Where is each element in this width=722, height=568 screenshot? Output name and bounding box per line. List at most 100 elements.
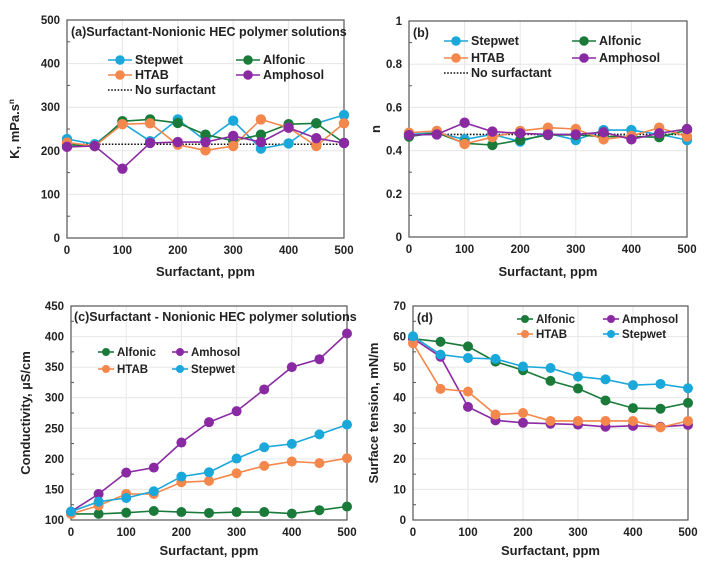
- y-tick-label: 40: [393, 393, 406, 405]
- panel-title: (a)Surfactant-Nonionic HEC polymer solut…: [71, 25, 347, 39]
- legend-swatch-marker: [176, 348, 184, 356]
- legend-swatch-marker: [521, 330, 529, 338]
- data-point-htab: [408, 338, 418, 349]
- data-point-amhosol: [314, 354, 325, 365]
- data-point-htab: [545, 415, 556, 426]
- data-point-stepwet: [490, 353, 501, 364]
- series-alfonic: [408, 333, 693, 414]
- panel-c-conductivity: 0 100 200 300 400 500 100 150 200 250 300 350 400 450…: [18, 301, 357, 558]
- legend-label: HTAB: [536, 329, 567, 341]
- data-point-amphosol: [542, 129, 554, 140]
- legend-label: Amphosol: [599, 51, 660, 65]
- legend-item-alfonic: Alfonic: [572, 34, 641, 48]
- data-point-amphosol: [463, 401, 473, 412]
- data-point-amphosol: [61, 141, 73, 153]
- data-point-amhosol: [259, 384, 270, 395]
- data-point-amhosol: [121, 467, 132, 478]
- legend-label: HTAB: [135, 68, 169, 82]
- legend-label: No surfactant: [135, 83, 216, 97]
- data-point-amhosol: [93, 488, 104, 499]
- data-point-alfonic: [628, 403, 638, 414]
- x-tick-label: 200: [511, 244, 530, 256]
- legend: Stepwet Alfonic HTAB Amphosol No surfactant: [108, 53, 324, 97]
- legend-label: Stepwet: [135, 53, 184, 67]
- data-point-amphosol: [200, 136, 211, 148]
- panel-title: (d): [417, 311, 433, 325]
- legend-item-alfonic: Alfonic: [98, 347, 157, 359]
- data-point-stepwet: [231, 453, 242, 464]
- legend-label: Amhosol: [191, 347, 240, 359]
- data-point-htab: [286, 456, 297, 467]
- data-point-stepwet: [93, 496, 104, 507]
- y-tick-label: 30: [393, 423, 406, 435]
- legend-swatch-marker: [102, 365, 110, 373]
- data-point-htab: [600, 415, 611, 426]
- data-point-stepwet: [545, 363, 556, 374]
- data-point-amphosol: [283, 122, 294, 133]
- y-tick-label: 0: [54, 233, 60, 245]
- data-point-stepwet: [435, 349, 446, 360]
- series-amphosol: [61, 122, 350, 174]
- data-point-amhosol: [286, 362, 297, 373]
- legend-item-htab: HTAB: [444, 51, 505, 65]
- data-point-htab: [144, 118, 156, 129]
- data-point-htab: [463, 386, 473, 397]
- data-point-amphosol: [255, 136, 267, 148]
- series-amphosol: [403, 117, 693, 145]
- legend-item-stepwet: Stepwet: [444, 34, 520, 48]
- x-tick-label: 100: [113, 245, 132, 257]
- data-point-stepwet: [683, 383, 693, 394]
- legend-label: Amphosol: [622, 314, 678, 326]
- panel-d-surface-tension: 0 100 200 300 400 500 0 10 20 30 40 50 60 70 Surfactan…: [366, 301, 698, 558]
- data-point-amphosol: [311, 132, 322, 144]
- data-point-stepwet: [408, 331, 418, 342]
- x-tick-label: 400: [282, 527, 301, 539]
- data-point-amphosol: [459, 117, 470, 128]
- data-point-stepwet: [148, 486, 159, 497]
- x-tick-label: 200: [172, 527, 191, 539]
- data-point-amphosol: [228, 130, 239, 142]
- data-point-alfonic: [121, 507, 132, 518]
- legend-swatch-marker: [451, 53, 461, 63]
- legend-label: Alfonic: [117, 347, 157, 359]
- legend-swatch-marker: [176, 365, 184, 373]
- data-point-alfonic: [286, 508, 297, 519]
- panel-title: (b): [413, 26, 429, 40]
- legend-swatch-marker: [607, 330, 615, 338]
- data-point-stepwet: [628, 380, 638, 391]
- data-point-amphosol: [598, 127, 609, 138]
- legend-label: HTAB: [471, 51, 505, 65]
- legend-item-amphosol: Amphosol: [236, 68, 324, 82]
- legend-label: HTAB: [117, 364, 148, 376]
- x-tick-label: 300: [566, 244, 585, 256]
- x-tick-label: 500: [678, 527, 697, 539]
- y-tick-label: 20: [393, 454, 406, 466]
- data-point-alfonic: [683, 397, 693, 408]
- data-point-htab: [518, 408, 528, 418]
- legend-swatch-marker: [243, 55, 253, 65]
- legend-swatch-marker: [102, 348, 110, 356]
- y-tick-label: 200: [41, 146, 60, 158]
- data-point-htab: [490, 409, 501, 420]
- data-point-htab: [200, 145, 211, 156]
- data-point-amphosol: [681, 123, 693, 135]
- y-tick-label: 200: [45, 454, 64, 466]
- data-point-alfonic: [600, 395, 611, 406]
- y-tick-label: 100: [41, 189, 60, 201]
- data-point-htab: [342, 453, 352, 464]
- data-point-amphosol: [654, 128, 665, 139]
- data-point-stepwet: [176, 471, 187, 482]
- x-tick-label: 0: [68, 527, 74, 539]
- x-tick-label: 0: [64, 245, 70, 257]
- y-tick-label: 60: [393, 332, 406, 344]
- x-tick-label: 500: [334, 245, 353, 257]
- legend-item-amhosol: Amhosol: [172, 347, 240, 359]
- data-point-amhosol: [231, 406, 242, 417]
- legend-swatch-marker: [579, 36, 589, 46]
- data-point-alfonic: [204, 507, 214, 518]
- legend-label: Stepwet: [191, 364, 235, 376]
- data-point-amphosol: [570, 129, 581, 140]
- data-point-alfonic: [255, 129, 267, 140]
- data-point-amphosol: [172, 136, 183, 148]
- data-point-stepwet: [655, 378, 666, 389]
